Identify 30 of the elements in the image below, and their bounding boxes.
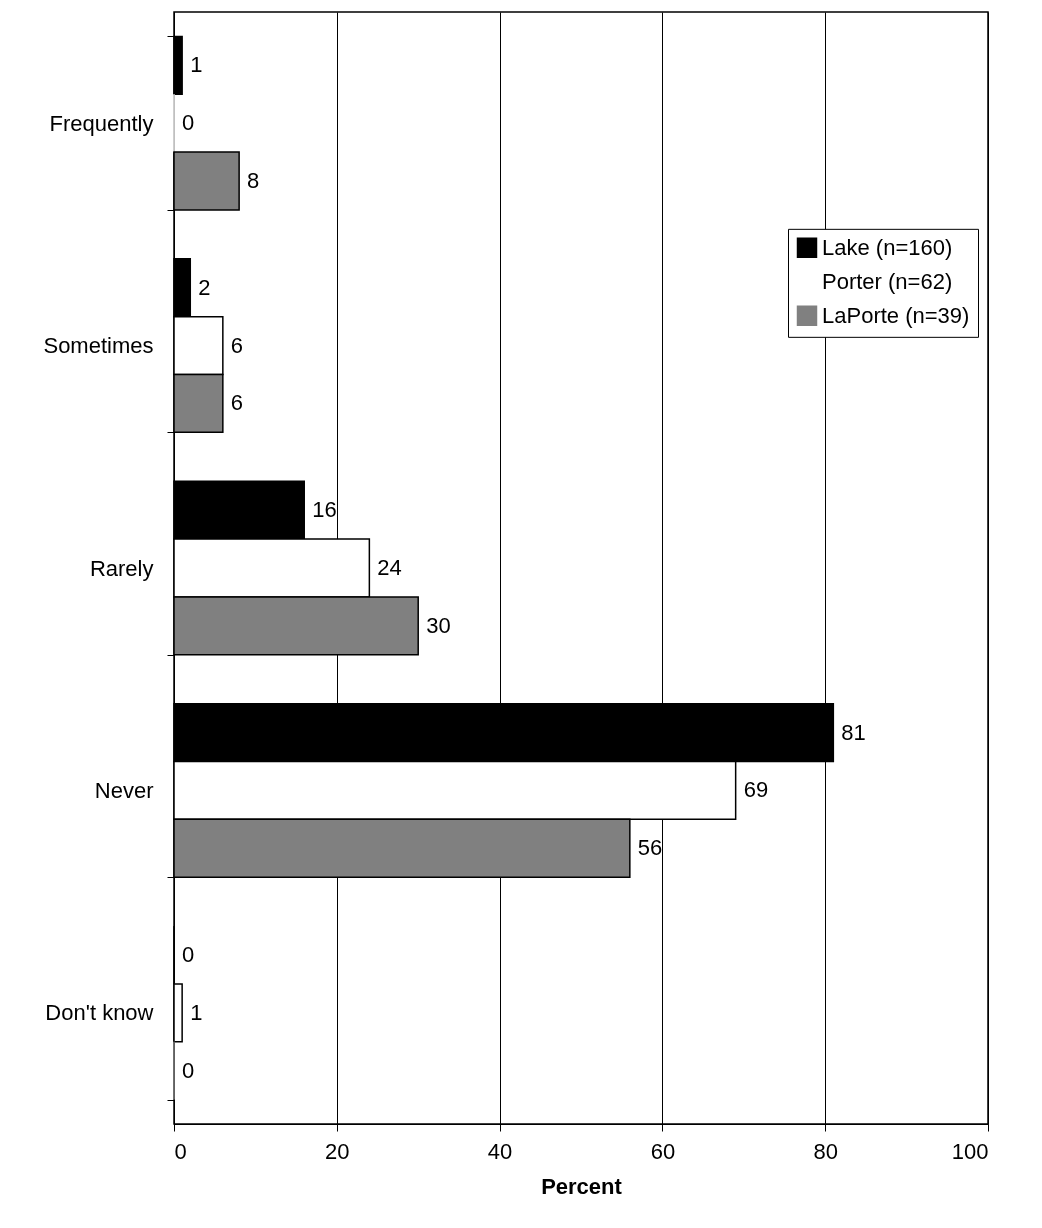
x-tick-label: 0: [174, 1138, 187, 1164]
x-tick-label: 60: [650, 1138, 676, 1164]
data-label: 24: [377, 555, 402, 580]
data-label: 1: [190, 52, 203, 78]
x-tick-label: 100: [951, 1138, 989, 1164]
data-label: 2: [198, 274, 211, 300]
x-axis-title: Percent: [541, 1173, 623, 1199]
data-label: 16: [312, 497, 337, 523]
data-label: 69: [743, 777, 769, 803]
data-label: 0: [182, 1057, 195, 1083]
data-label: 81: [841, 719, 866, 745]
text: Porter (n=62): [822, 268, 953, 294]
data-label: 6: [230, 390, 244, 416]
x-tick-label: 20: [325, 1138, 350, 1164]
y-tick-label: Sometimes: [43, 333, 154, 359]
y-tick-label: Don't know: [45, 1000, 154, 1026]
data-label: 1: [190, 999, 203, 1025]
y-tick-label: Never: [94, 777, 154, 803]
legend-label: LaPorte (n=39): [822, 302, 970, 328]
y-tick-label: Frequently: [49, 110, 154, 136]
x-tick-label: 80: [813, 1138, 838, 1164]
x-tick-label: 40: [487, 1138, 513, 1164]
data-label: 0: [182, 110, 195, 136]
legend-label: Lake (n=160): [822, 234, 953, 260]
data-label: 56: [637, 835, 663, 861]
data-label: 0: [182, 941, 195, 967]
data-label: 30: [426, 612, 451, 638]
data-label: 8: [247, 168, 260, 194]
y-tick-label: Rarely: [89, 555, 154, 581]
data-label: 6: [230, 332, 244, 358]
